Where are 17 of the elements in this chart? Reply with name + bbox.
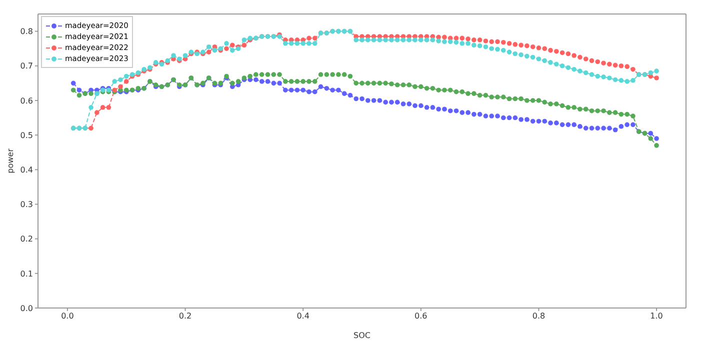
x-tick-label: 0.4	[296, 312, 310, 321]
y-tick-label: 0.8	[20, 27, 33, 36]
y-axis-title: power	[6, 148, 15, 174]
y-tick-label: 0.2	[20, 234, 33, 244]
y-tick-label: 0.5	[20, 130, 33, 140]
y-tick-label: 0.6	[20, 96, 33, 106]
x-axis-title: SOC	[354, 331, 371, 340]
x-tick-label: 0.0	[61, 312, 74, 321]
y-tick-label: 0.3	[20, 200, 33, 210]
x-tick-label: 1.0	[650, 312, 663, 321]
y-tick-label: 0.0	[20, 304, 33, 313]
y-tick-label: 0.4	[20, 165, 33, 174]
y-tick-label: 0.1	[20, 269, 33, 278]
y-tick-label: 0.7	[20, 62, 33, 71]
x-tick-label: 0.2	[178, 312, 192, 321]
x-tick-label: 0.8	[532, 312, 546, 321]
x-tick-label: 0.6	[414, 312, 428, 321]
